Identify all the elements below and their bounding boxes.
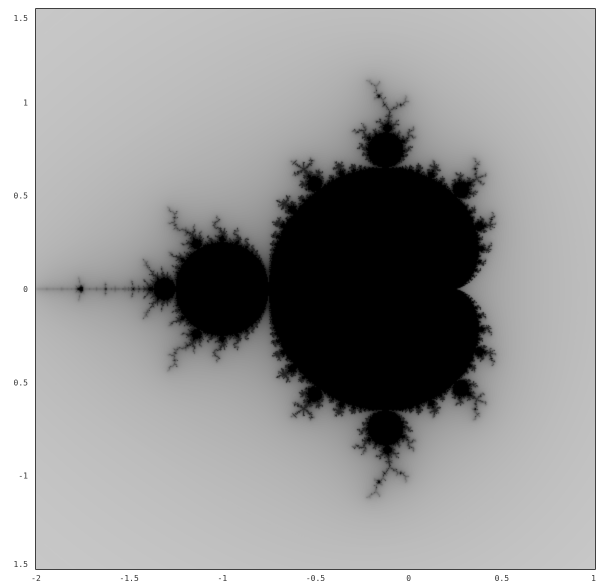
x-tick-label: 0.5	[495, 574, 510, 583]
y-tick-label: 1.5	[14, 14, 29, 23]
y-tick-label: -1	[18, 472, 28, 481]
y-tick-label: 0.5	[14, 192, 29, 201]
y-tick-label: 1	[23, 98, 28, 107]
mandelbrot-heatmap	[36, 9, 595, 569]
x-tick-label: -0.5	[306, 574, 325, 583]
y-tick-label: 1.5	[14, 560, 29, 569]
x-tick-label: 0	[406, 574, 411, 583]
x-tick-label: -1.5	[120, 574, 139, 583]
x-tick-label: -2	[31, 574, 41, 583]
y-tick-label: 0	[23, 285, 28, 294]
x-tick-label: -1	[218, 574, 228, 583]
y-tick-label: 0.5	[14, 378, 29, 387]
x-tick-label: 1	[591, 574, 596, 583]
